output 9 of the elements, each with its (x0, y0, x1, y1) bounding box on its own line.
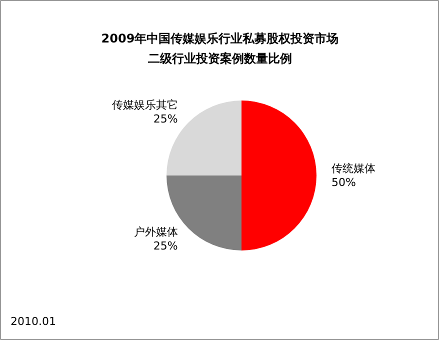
data-label: 25% (153, 240, 178, 253)
slice-label: 传统媒体 (332, 162, 376, 175)
chart-title: 2009年中国传媒娱乐行业私募股权投资市场 (101, 32, 339, 46)
slice-label: 户外媒体 (134, 226, 178, 239)
text: 2010.01 (10, 315, 56, 328)
data-label: 50% (332, 176, 356, 189)
slice-label: 传媒娱乐其它 (112, 98, 178, 112)
data-label: 25% (153, 112, 178, 126)
chart-subtitle: 二级行业投资案例数量比例 (148, 52, 292, 66)
